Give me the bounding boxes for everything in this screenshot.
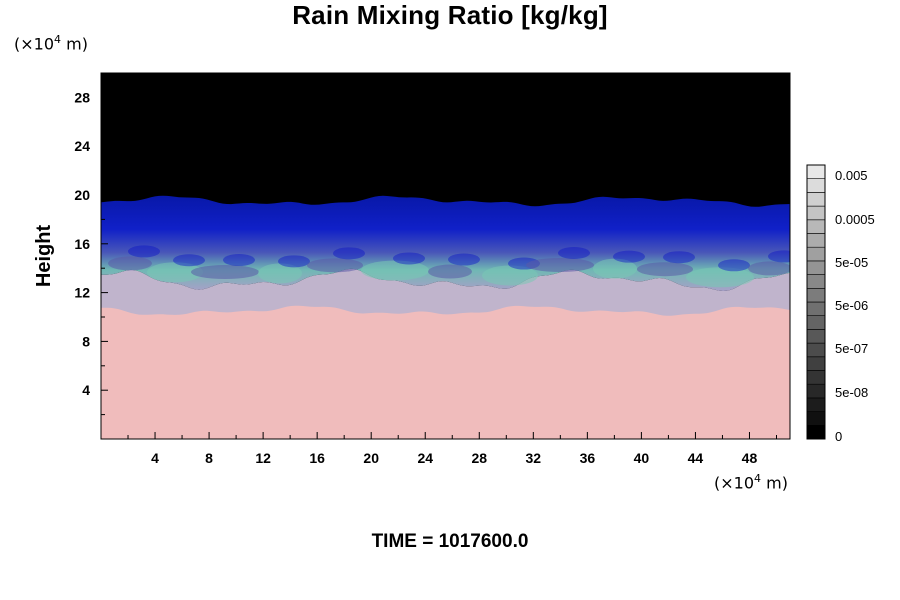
x-tick-label: 36 <box>580 450 596 466</box>
colorbar-swatch <box>806 164 826 179</box>
y-tick-label: 12 <box>74 285 90 301</box>
swirl-eddy <box>663 251 695 264</box>
x-tick-label: 4 <box>151 450 159 466</box>
swirl-eddy <box>307 258 363 273</box>
swirl-eddy <box>393 252 425 265</box>
colorbar: 0.005 0.0005 5e-05 5e-06 5e-07 5e-08 0 <box>806 164 875 444</box>
x-axis: 4 8 12 16 20 24 28 32 36 40 44 48 <box>127 432 777 466</box>
colorbar-swatch <box>806 219 826 234</box>
x-tick-label: 12 <box>255 450 271 466</box>
swirl-eddy <box>108 256 152 271</box>
swirl-eddy <box>278 255 310 268</box>
x-tick-label: 44 <box>688 450 704 466</box>
swirl-eddy <box>686 267 754 288</box>
colorbar-swatch <box>806 329 826 344</box>
transition-band <box>101 268 790 316</box>
x-tick-label: 20 <box>363 450 379 466</box>
swirl-eddy <box>768 250 790 263</box>
swirl-eddy <box>526 258 594 273</box>
colorbar-swatch <box>806 301 826 316</box>
swirl-eddy <box>147 262 203 283</box>
y-tick-label: 4 <box>82 382 90 398</box>
swirl-eddy <box>128 245 160 258</box>
x-tick-label: 32 <box>526 450 542 466</box>
swirl-eddy <box>748 261 790 276</box>
y-tick-label: 16 <box>74 236 90 252</box>
colorbar-swatch <box>806 246 826 262</box>
colorbar-swatch <box>806 356 826 371</box>
colorbar-swatch <box>806 260 826 275</box>
swirl-eddy <box>637 262 693 277</box>
colorbar-swatch <box>806 315 826 330</box>
swirl-eddy <box>258 263 302 284</box>
colorbar-swatch <box>806 383 826 399</box>
swirl-eddy <box>191 265 259 280</box>
y-axis-unit: (×104 m) <box>14 33 88 54</box>
colorbar-swatch <box>806 287 826 303</box>
y-tick-label: 8 <box>82 333 90 349</box>
colorbar-swatch <box>806 205 826 221</box>
swirl-eddy <box>558 247 590 260</box>
colorbar-swatch <box>806 274 826 289</box>
swirl-eddy <box>718 259 750 272</box>
swirl-eddy <box>593 258 637 279</box>
colorbar-swatch <box>806 424 826 440</box>
swirl-eddy <box>361 260 429 281</box>
x-tick-label: 8 <box>205 450 213 466</box>
colorbar-swatch <box>806 192 826 207</box>
lower-zone <box>101 304 790 439</box>
chart-title: Rain Mixing Ratio [kg/kg] <box>292 0 608 30</box>
swirl-eddy <box>173 254 205 267</box>
swirl-eddy <box>428 264 472 279</box>
swirl-eddy <box>223 254 255 267</box>
colorbar-swatch <box>806 233 826 248</box>
colorbar-label: 0 <box>835 429 842 444</box>
swirl-eddy <box>448 253 480 266</box>
heatmap-field <box>101 73 790 439</box>
x-axis-unit: (×104 m) <box>714 472 788 493</box>
colorbar-label: 5e-07 <box>835 341 868 356</box>
colorbar-swatch <box>806 370 826 385</box>
y-tick-label: 28 <box>74 89 90 105</box>
colorbar-label: 0.005 <box>835 168 868 183</box>
x-tick-label: 40 <box>634 450 650 466</box>
colorbar-swatch <box>806 397 826 412</box>
x-tick-label: 28 <box>471 450 487 466</box>
swirl-eddy <box>333 247 365 260</box>
y-tick-label: 24 <box>74 138 90 154</box>
colorbar-swatch <box>806 411 826 426</box>
y-axis: 4 8 12 16 20 24 28 <box>74 89 108 416</box>
plot-frame <box>100 72 791 440</box>
swirl-eddy <box>482 265 538 286</box>
time-label: TIME = 1017600.0 <box>371 531 529 552</box>
colorbar-swatch <box>806 178 826 193</box>
swirl-eddy <box>613 250 645 263</box>
colorbar-frame <box>806 164 826 440</box>
colorbar-label: 5e-05 <box>835 255 868 270</box>
x-tick-label: 48 <box>742 450 758 466</box>
colorbar-label: 5e-06 <box>835 298 868 313</box>
y-tick-label: 20 <box>74 187 90 203</box>
colorbar-label: 0.0005 <box>835 212 875 227</box>
x-tick-label: 16 <box>309 450 325 466</box>
colorbar-label: 5e-08 <box>835 385 868 400</box>
y-axis-label: Height <box>33 225 55 288</box>
colorbar-swatch <box>806 342 826 358</box>
x-tick-label: 24 <box>417 450 433 466</box>
